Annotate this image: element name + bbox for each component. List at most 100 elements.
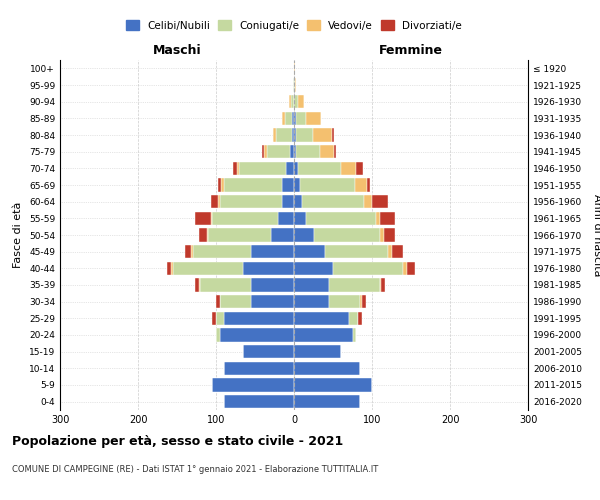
Bar — [382, 278, 385, 291]
Bar — [262, 145, 265, 158]
Bar — [294, 328, 353, 342]
Bar — [216, 328, 220, 342]
Bar — [195, 278, 199, 291]
Bar — [294, 78, 295, 92]
Bar — [171, 262, 173, 275]
Bar — [218, 178, 221, 192]
Bar — [407, 262, 415, 275]
Bar — [364, 195, 372, 208]
Bar — [271, 228, 294, 241]
Bar — [298, 162, 341, 175]
Bar — [300, 178, 355, 192]
Bar — [251, 295, 294, 308]
Bar — [294, 295, 329, 308]
Bar — [212, 378, 294, 392]
Bar — [380, 278, 382, 291]
Bar — [221, 178, 224, 192]
Y-axis label: Anni di nascita: Anni di nascita — [592, 194, 600, 276]
Bar — [294, 178, 300, 192]
Text: Maschi: Maschi — [152, 44, 202, 57]
Bar — [360, 295, 362, 308]
Bar — [329, 278, 380, 291]
Bar — [278, 212, 294, 225]
Bar — [294, 262, 333, 275]
Bar — [220, 328, 294, 342]
Bar — [220, 295, 251, 308]
Bar — [224, 312, 294, 325]
Bar — [294, 145, 296, 158]
Bar — [267, 145, 290, 158]
Bar — [251, 245, 294, 258]
Bar — [173, 262, 244, 275]
Bar — [199, 278, 200, 291]
Bar — [294, 162, 298, 175]
Bar — [392, 245, 403, 258]
Bar — [307, 112, 320, 125]
Bar — [185, 245, 191, 258]
Bar — [384, 228, 395, 241]
Bar — [294, 95, 298, 108]
Bar — [353, 328, 356, 342]
Bar — [218, 195, 220, 208]
Bar — [233, 162, 237, 175]
Bar — [283, 195, 294, 208]
Bar — [306, 212, 376, 225]
Bar — [296, 145, 320, 158]
Bar — [211, 212, 212, 225]
Bar — [290, 145, 294, 158]
Bar — [329, 295, 360, 308]
Bar — [216, 295, 220, 308]
Bar — [380, 228, 384, 241]
Bar — [291, 95, 294, 108]
Bar — [216, 312, 224, 325]
Bar — [313, 128, 332, 141]
Bar — [294, 128, 296, 141]
Bar — [265, 145, 266, 158]
Bar — [294, 278, 329, 291]
Bar — [220, 195, 283, 208]
Bar — [292, 128, 294, 141]
Bar — [211, 195, 218, 208]
Bar — [283, 112, 284, 125]
Bar — [355, 178, 367, 192]
Bar — [294, 62, 295, 75]
Bar — [212, 212, 278, 225]
Bar — [358, 312, 362, 325]
Bar — [195, 212, 211, 225]
Bar — [193, 245, 251, 258]
Bar — [298, 95, 304, 108]
Bar — [294, 228, 314, 241]
Bar — [294, 362, 360, 375]
Bar — [239, 162, 286, 175]
Bar — [296, 112, 307, 125]
Bar — [294, 378, 372, 392]
Bar — [167, 262, 171, 275]
Bar — [294, 312, 349, 325]
Bar — [380, 212, 395, 225]
Bar — [356, 162, 362, 175]
Bar — [403, 262, 407, 275]
Bar — [333, 262, 403, 275]
Text: Femmine: Femmine — [379, 44, 443, 57]
Bar — [341, 162, 356, 175]
Bar — [372, 195, 388, 208]
Bar — [376, 212, 380, 225]
Bar — [286, 162, 294, 175]
Bar — [206, 228, 208, 241]
Bar — [224, 178, 283, 192]
Bar — [332, 128, 334, 141]
Bar — [294, 395, 360, 408]
Bar — [296, 128, 313, 141]
Bar — [244, 262, 294, 275]
Bar — [334, 145, 336, 158]
Bar — [294, 112, 296, 125]
Bar — [191, 245, 193, 258]
Text: Popolazione per età, sesso e stato civile - 2021: Popolazione per età, sesso e stato civil… — [12, 435, 343, 448]
Bar — [295, 78, 296, 92]
Bar — [289, 95, 291, 108]
Bar — [244, 345, 294, 358]
Bar — [237, 162, 239, 175]
Bar — [388, 245, 392, 258]
Bar — [199, 228, 206, 241]
Legend: Celibi/Nubili, Coniugati/e, Vedovi/e, Divorziati/e: Celibi/Nubili, Coniugati/e, Vedovi/e, Di… — [122, 16, 466, 35]
